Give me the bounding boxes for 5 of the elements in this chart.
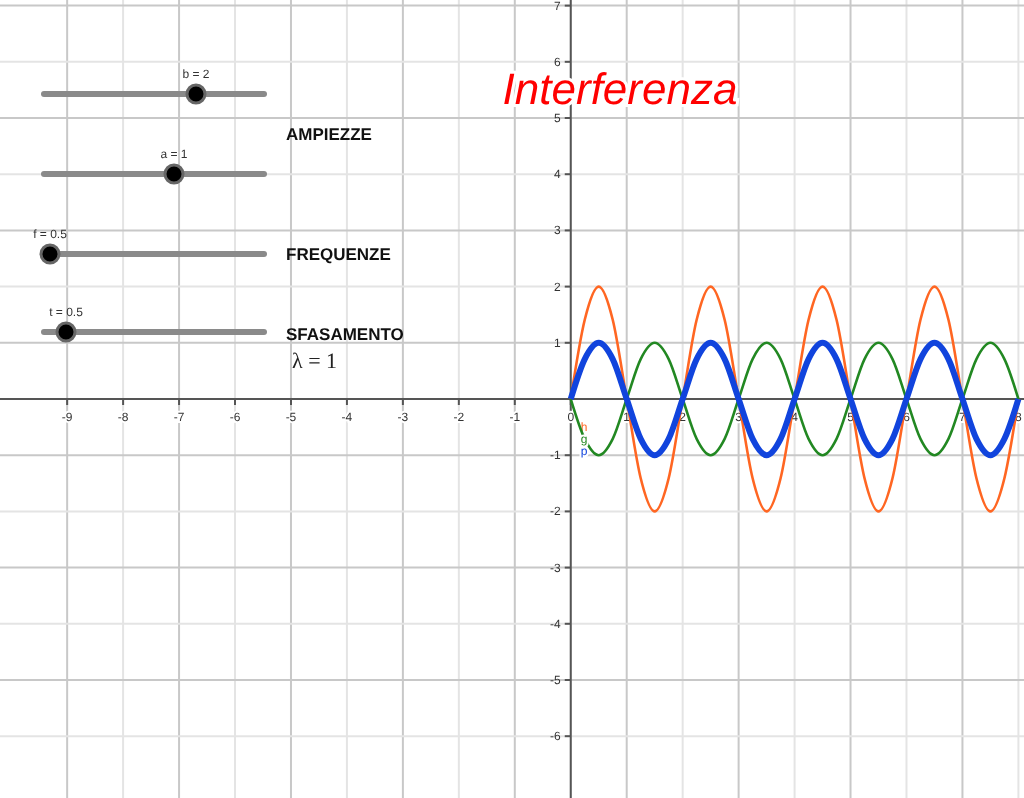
annotation: λ = 1 (292, 350, 338, 374)
annotation: FREQUENZE (286, 244, 392, 264)
annotation: AMPIEZZE (286, 124, 373, 144)
line-series (569, 285, 1020, 513)
annotation: SFASAMENTO (286, 324, 405, 344)
